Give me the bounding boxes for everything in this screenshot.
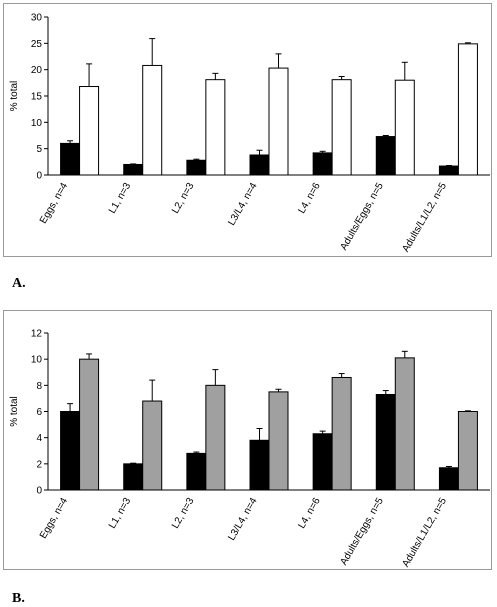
bar-series1 xyxy=(312,152,333,176)
chart-a: 0 5 10 15 20 25 30 % total Eggs, n=4 L1, n=3 L2, n… xyxy=(9,13,490,255)
bar-series1 xyxy=(249,439,270,491)
x-tick-label: L3/L4, n=4 xyxy=(226,181,260,228)
bar-series1 xyxy=(60,411,81,491)
y-tick-label: 6 xyxy=(36,407,42,418)
y-tick-label: 25 xyxy=(31,39,43,50)
bar-series1 xyxy=(60,142,81,176)
y-tick-label: 0 xyxy=(36,171,42,182)
chart-b: 0 2 4 6 8 10 12 % total Eggs, n=4 L1, n=3 L2, n=3 L… xyxy=(9,329,490,570)
panel-label-b: B. xyxy=(12,591,25,606)
bar-series2 xyxy=(142,400,163,491)
bar-series2 xyxy=(394,357,415,491)
y-axis-label: % total xyxy=(9,396,20,427)
bar-series2 xyxy=(268,67,289,176)
bar-series2 xyxy=(79,358,100,491)
y-tick-label: 30 xyxy=(31,13,43,24)
x-tick-label: Adults/L1/L2, n=5 xyxy=(400,496,449,570)
bar-series1 xyxy=(312,433,333,491)
y-tick-label: 10 xyxy=(31,355,43,366)
bar-series2 xyxy=(331,79,352,176)
bar-series2 xyxy=(268,391,289,491)
bar-series2 xyxy=(331,376,352,491)
bar-series1 xyxy=(123,463,144,491)
x-tick-label: L1, n=3 xyxy=(107,181,134,216)
bar-series1 xyxy=(438,467,459,491)
y-tick-label: 4 xyxy=(36,433,42,444)
x-tick-label: Adults/L1/L2, n=5 xyxy=(400,181,449,255)
bar-series2 xyxy=(142,64,163,176)
bar-series2 xyxy=(205,384,226,491)
y-tick-label: 5 xyxy=(36,144,42,155)
bar-series1 xyxy=(186,452,207,491)
bar-series2 xyxy=(79,86,100,176)
panel-label-a: A. xyxy=(12,276,26,291)
bar-series1 xyxy=(186,159,207,176)
x-tick-label: Eggs, n=4 xyxy=(38,496,70,541)
x-tick-label: Adults/Eggs, n=5 xyxy=(338,496,386,568)
x-tick-label: L4, n=6 xyxy=(296,181,323,216)
bar-series2 xyxy=(205,79,226,176)
y-tick-label: 8 xyxy=(36,381,42,392)
bar-series1 xyxy=(249,154,270,176)
y-tick-label: 15 xyxy=(31,92,43,103)
y-tick-label: 10 xyxy=(31,118,43,129)
x-tick-label: L2, n=3 xyxy=(170,181,197,216)
y-axis-label: % total xyxy=(9,81,20,112)
x-tick-label: L2, n=3 xyxy=(170,496,197,531)
x-tick-label: Eggs, n=4 xyxy=(38,181,70,226)
bar-series2 xyxy=(457,411,478,491)
bar-series2 xyxy=(457,43,478,176)
y-tick-label: 2 xyxy=(36,459,42,470)
x-tick-label: L4, n=6 xyxy=(296,496,323,531)
bar-series1 xyxy=(375,393,396,491)
y-tick-label: 20 xyxy=(31,65,43,76)
bar-series2 xyxy=(394,79,415,176)
y-tick-label: 0 xyxy=(36,486,42,497)
x-tick-label: Adults/Eggs, n=5 xyxy=(338,181,386,253)
x-tick-label: L1, n=3 xyxy=(107,496,134,531)
bar-series1 xyxy=(438,165,459,176)
x-tick-label: L3/L4, n=4 xyxy=(226,496,260,543)
bar-series1 xyxy=(375,136,396,176)
bar-series1 xyxy=(123,163,144,176)
y-tick-label: 12 xyxy=(31,329,43,340)
